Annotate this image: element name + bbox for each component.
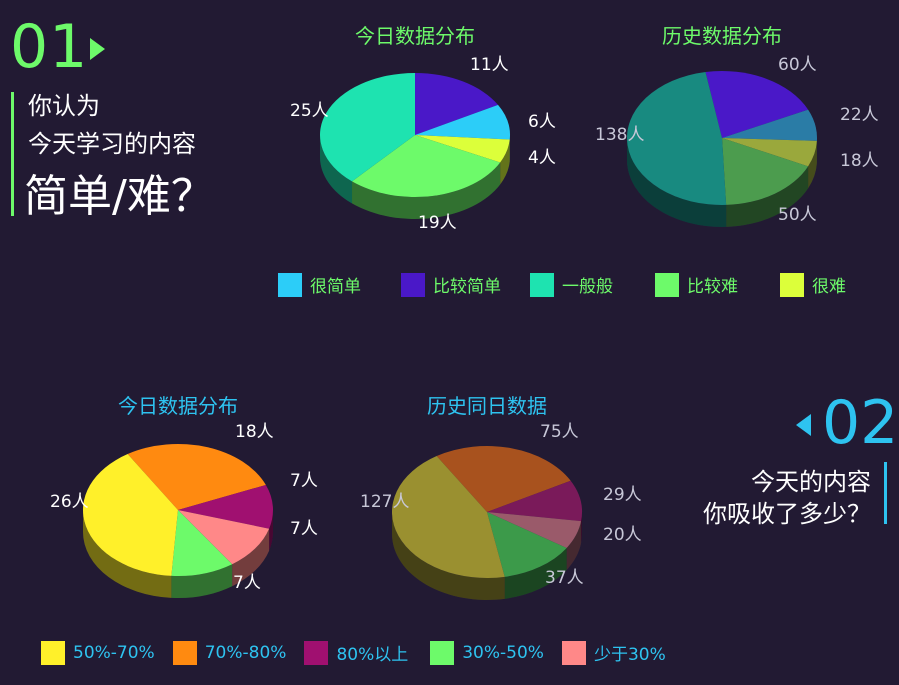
pie-slice-30%-50% <box>171 510 233 577</box>
pie-slice-70%-80% <box>127 444 266 510</box>
pie-slice-比较难 <box>352 135 501 198</box>
pie-slice-side <box>566 521 582 570</box>
pie-data-label: 18人 <box>840 151 879 171</box>
pie-slice-side <box>500 139 510 185</box>
pie-data-label: 50人 <box>778 205 817 225</box>
legend-label: 30%-50% <box>462 642 544 663</box>
pie-data-label: 7人 <box>290 471 318 491</box>
legend-label: 比较难 <box>687 277 738 297</box>
chart-title: 历史同日数据 <box>427 394 547 418</box>
question1-line2: 今天学习的内容 <box>28 130 196 158</box>
pie-slice-side <box>320 135 353 204</box>
pie-slice-一般般 <box>320 73 415 182</box>
pie-slice-side <box>171 564 233 598</box>
pie-data-label: 20人 <box>603 525 642 545</box>
question1-line3: 简单/难？ <box>24 171 215 222</box>
legend-swatch <box>278 272 302 297</box>
pie-slice-很简单 <box>722 109 818 141</box>
legend-swatch <box>530 272 554 297</box>
pie-slice-少于30% <box>178 510 270 565</box>
pie-data-label: 22人 <box>840 105 879 125</box>
pie-chart-today-absorption: 26人 18人 7人 7人 7人 <box>50 422 318 598</box>
question2-line1: 今天的内容 <box>751 468 871 496</box>
legend-swatch <box>304 640 329 665</box>
pie-data-label: 6人 <box>528 112 556 132</box>
pie-slice-很难 <box>722 138 817 167</box>
pie-slice-side <box>504 547 567 599</box>
legend-swatch <box>401 272 425 297</box>
legend-label: 一般般 <box>562 277 613 297</box>
pie-slice-很难 <box>415 135 510 163</box>
pie-data-label: 37人 <box>545 568 584 588</box>
play-arrow-icon <box>90 38 105 60</box>
pie-slice-side <box>269 510 274 551</box>
pie-slice-side <box>392 512 505 601</box>
pie-slice-50%-70% <box>83 454 178 576</box>
pie-slice-30%-50% <box>487 512 567 577</box>
pie-slice-比较简单 <box>705 70 809 138</box>
pie-chart-today-difficulty: 6人 11人 25人 19人 4人 <box>290 55 556 233</box>
pie-chart-history-same-day: 127人 75人 29人 37人 20人 <box>360 422 642 601</box>
legend-swatch <box>430 640 455 665</box>
legend-label: 80%以上 <box>336 645 409 665</box>
pie-data-label: 60人 <box>778 55 817 75</box>
question2-line2: 你吸收了多少？ <box>703 500 871 528</box>
legend-swatch <box>780 272 804 297</box>
question-number-01: 01 <box>10 12 89 82</box>
pie-data-label: 11人 <box>470 55 509 75</box>
pie-data-label: 138人 <box>595 125 644 145</box>
question1-line1: 你认为 <box>28 92 100 120</box>
accent-bar <box>11 92 14 216</box>
pie-slice-side <box>581 512 582 544</box>
question-number-02: 02 <box>822 388 899 458</box>
pie-slice-80%以上 <box>487 480 582 522</box>
pie-slice-side <box>83 510 172 598</box>
accent-bar <box>884 462 887 524</box>
legend-label: 比较简单 <box>433 277 501 297</box>
pie-data-label: 127人 <box>360 492 409 512</box>
pie-slice-side <box>808 140 817 189</box>
legend-label: 很难 <box>812 277 846 297</box>
pie-slice-一般般 <box>627 72 727 206</box>
pie-slice-side <box>232 528 270 587</box>
pie-slice-比较简单 <box>415 73 499 135</box>
pie-data-label: 75人 <box>540 422 579 442</box>
pie-chart-history-difficulty: 22人 60人 138人 50人 18人 <box>595 55 879 227</box>
pie-slice-比较难 <box>722 138 809 205</box>
legend-label: 少于30% <box>593 645 666 665</box>
chart-title: 今日数据分布 <box>355 24 475 48</box>
legend-difficulty: 很简单 比较简单 一般般 比较难 很难 <box>278 272 846 297</box>
legend-label: 50%-70% <box>73 642 155 663</box>
pie-slice-side <box>627 138 727 227</box>
pie-slice-少于30% <box>487 512 582 548</box>
pie-data-label: 19人 <box>418 213 457 233</box>
legend-label: 很简单 <box>310 277 361 297</box>
legend-swatch <box>655 272 679 297</box>
pie-data-label: 7人 <box>233 573 261 593</box>
pie-slice-side <box>352 162 501 219</box>
pie-data-label: 25人 <box>290 101 329 121</box>
legend-swatch <box>172 640 197 665</box>
pie-data-label: 7人 <box>290 519 318 539</box>
pie-slice-50%-70% <box>392 456 505 578</box>
pie-slice-很简单 <box>415 104 511 140</box>
legend-swatch <box>561 640 586 665</box>
pie-data-label: 26人 <box>50 492 89 512</box>
pie-slice-80%以上 <box>178 484 273 529</box>
pie-data-label: 4人 <box>528 148 556 168</box>
legend-swatch <box>41 640 65 665</box>
pie-data-label: 18人 <box>235 422 274 442</box>
pie-slice-70%-80% <box>436 446 571 512</box>
chart-title: 今日数据分布 <box>118 394 238 418</box>
legend-label: 70%-80% <box>204 642 287 663</box>
pie-slice-side <box>726 166 809 227</box>
pie-data-label: 29人 <box>603 485 642 505</box>
reverse-arrow-icon <box>796 414 811 436</box>
chart-title: 历史数据分布 <box>662 24 782 48</box>
legend-absorption: 50%-70% 70%-80% 80%以上 30%-50% 少于30% <box>41 640 666 665</box>
